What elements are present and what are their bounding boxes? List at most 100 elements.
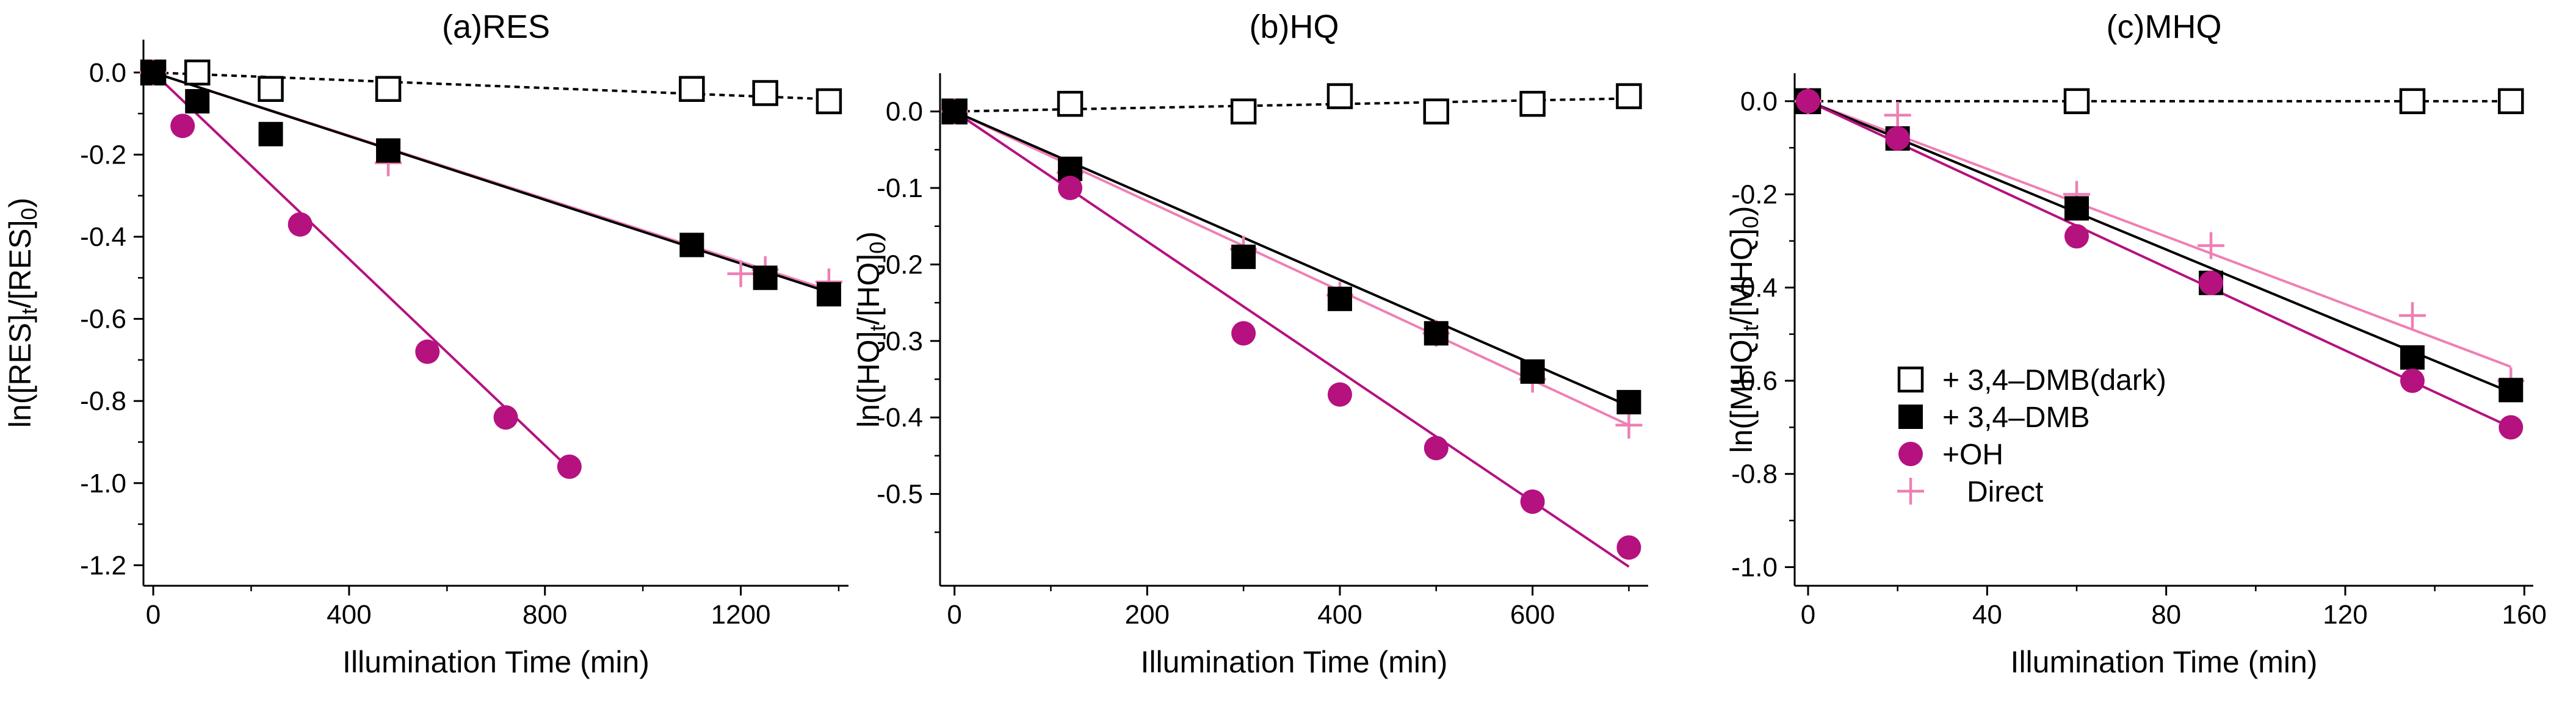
data-point-dark	[1057, 90, 1084, 117]
data-point-dmb	[753, 265, 778, 290]
data-point-oh	[415, 339, 440, 364]
y-tick-label: -0.1	[877, 173, 923, 203]
y-tick-label: -0.2	[80, 140, 126, 170]
data-point-oh	[2400, 369, 2425, 393]
data-point-oh	[557, 454, 582, 479]
y-tick-label: -0.8	[1731, 459, 1778, 489]
x-tick-label: 600	[1510, 600, 1555, 630]
panel-title: (b)HQ	[1250, 9, 1339, 45]
y-axis-label-part: ln([MHQ]	[1724, 331, 1759, 453]
data-point-dark	[2063, 88, 2090, 115]
x-tick-label: 1200	[711, 600, 771, 630]
y-tick-label: -0.2	[877, 250, 923, 279]
y-tick-label: 0.0	[1740, 87, 1778, 117]
data-point-oh	[1424, 436, 1449, 461]
legend-marker-dmb	[1898, 405, 1923, 429]
y-tick-label: 0.0	[886, 97, 923, 127]
data-point-dark	[1423, 98, 1450, 124]
x-tick-label: 0	[146, 600, 161, 630]
data-point-dmb	[942, 99, 967, 124]
x-tick-label: 40	[1972, 600, 2002, 630]
x-axis-label: Illumination Time (min)	[1141, 645, 1448, 679]
x-tick-label: 400	[327, 600, 371, 630]
data-point-oh	[2064, 224, 2089, 249]
y-tick-label: -0.8	[80, 386, 126, 416]
y-axis-label-part: ln([HQ]	[852, 331, 886, 428]
data-point-dark	[1326, 83, 1353, 109]
data-point-oh	[1616, 535, 1641, 560]
data-point-dmb	[1616, 390, 1641, 415]
data-point-oh	[1796, 88, 1820, 113]
fit-line-dmb	[1807, 99, 2512, 394]
y-axis-label-part: 0	[1738, 216, 1763, 228]
legend-label-dark: + 3,4–DMB(dark)	[1942, 364, 2166, 397]
fit-line-dmb	[153, 71, 830, 293]
data-point-dmb	[1231, 244, 1256, 269]
data-point-direct	[727, 260, 754, 287]
data-point-dmb	[2498, 378, 2524, 403]
y-axis-label: ln([MHQ]t/[MHQ]0)	[1724, 206, 1763, 453]
legend-label-direct: Direct	[1967, 476, 2043, 508]
y-tick-label: -0.5	[877, 480, 923, 509]
data-point-oh	[1885, 126, 1910, 151]
y-tick-label: 0.0	[89, 58, 126, 88]
x-tick-label: 120	[2323, 600, 2367, 630]
data-point-dark	[679, 76, 705, 103]
data-point-dmb	[258, 121, 283, 146]
legend-label-dmb: + 3,4–DMB	[1942, 401, 2089, 434]
y-axis-label-part: /[MHQ]	[1724, 228, 1759, 325]
data-point-oh	[2199, 270, 2223, 295]
data-point-direct	[2399, 302, 2426, 329]
data-point-oh	[493, 405, 518, 430]
fit-line-direct	[1807, 99, 2512, 368]
y-axis-label-part: 0	[865, 242, 890, 254]
y-tick-label: -0.4	[1731, 273, 1778, 303]
legend-marker-direct	[1897, 478, 1924, 505]
x-tick-label: 0	[947, 600, 961, 630]
y-axis-label-part: /[HQ]	[852, 254, 886, 325]
data-point-dmb	[1327, 286, 1352, 311]
data-point-oh	[1327, 382, 1352, 407]
data-point-oh	[2498, 415, 2524, 440]
data-point-oh	[288, 212, 313, 237]
y-axis-label-part: ln([RES]	[3, 314, 37, 428]
data-point-dark	[816, 88, 842, 115]
data-point-direct	[1615, 411, 1643, 439]
x-axis-label: Illumination Time (min)	[2011, 645, 2318, 679]
fit-line-oh	[1807, 100, 2512, 429]
data-point-dmb	[2400, 345, 2425, 370]
data-point-oh	[1231, 321, 1256, 346]
y-axis-label: ln([HQ]t/[HQ]0)	[852, 231, 890, 428]
x-tick-label: 80	[2151, 600, 2181, 630]
x-tick-label: 0	[1801, 600, 1815, 630]
x-tick-label: 200	[1125, 600, 1170, 630]
data-point-dmb	[2064, 196, 2089, 221]
panel-title: (a)RES	[442, 9, 550, 45]
panel-1: (b)HQ 0 200 400 600 0.0 -0.1 -0.2 -0.3 -0.4 -0.5 Il…	[852, 9, 1648, 679]
y-axis-label-part: )	[852, 231, 886, 242]
panel-2: (c)MHQ 0 40 80 120 160 0.0 -0.2 -0.4 -0.6 -0.8 -1.0…	[1724, 9, 2547, 679]
y-tick-label: -0.3	[877, 326, 923, 356]
data-point-dark	[2399, 88, 2426, 115]
data-point-dmb	[679, 232, 704, 257]
fit-line-dark	[153, 71, 829, 101]
data-point-dark	[1519, 90, 1546, 117]
y-axis-label-part: )	[1724, 206, 1759, 216]
y-axis-label-part: 0	[16, 207, 42, 220]
data-point-dmb	[141, 60, 166, 85]
y-tick-label: -0.6	[80, 304, 126, 334]
y-axis-label-part: /[RES]	[3, 220, 37, 308]
y-axis-label: ln([RES]t/[RES]0)	[3, 198, 42, 428]
x-tick-label: 400	[1317, 600, 1362, 630]
panel-0: (a)RES 0 400 800 1200 0.0 -0.2 -0.4 -0.6 -0.8 -1.0…	[3, 9, 848, 679]
y-tick-label: -0.4	[877, 403, 923, 433]
data-point-dark	[752, 80, 778, 106]
data-point-direct	[1884, 101, 1911, 129]
y-axis-label-part: t	[1738, 325, 1763, 331]
data-point-dmb	[1424, 321, 1449, 346]
legend: + 3,4–DMB(dark) + 3,4–DMB +OH Direct	[1897, 364, 2166, 508]
x-tick-label: 800	[523, 600, 567, 630]
y-tick-label: -1.0	[80, 469, 126, 499]
